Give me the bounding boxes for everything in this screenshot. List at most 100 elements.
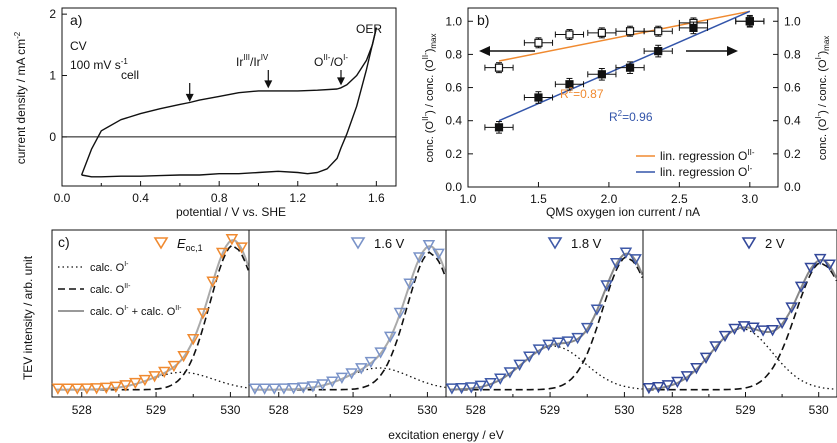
tev-data-point — [503, 367, 517, 379]
tev-data-point — [345, 368, 358, 380]
tev-data-point — [680, 371, 694, 383]
tev-data-point — [642, 382, 656, 395]
annotation-arrow-icon-2 — [336, 77, 345, 86]
panel-b-frame — [467, 7, 779, 188]
x-tick-label-c: 528 — [466, 403, 486, 417]
panel-a-xlabel: potential / V vs. SHE — [176, 205, 286, 219]
y-tick-label-b-right-1: 0.2 — [784, 147, 801, 161]
x-tick-label-c: 530 — [614, 403, 634, 417]
calc-sum-line — [646, 258, 837, 391]
panel-b-legend: lin. regression OII- lin. regression OI- — [636, 148, 755, 179]
cv-annotation: CV — [70, 39, 87, 53]
tev-data-point — [393, 307, 407, 320]
point-oi — [565, 80, 574, 89]
panel-b-ticks: 1.0 1.5 2.0 2.5 3.0 0.0 0.0 0.2 0.2 0.4 0.4 0.6 0.6 0… — [445, 14, 801, 206]
tev-data-point — [484, 377, 497, 390]
tev-data-point — [235, 242, 248, 254]
tev-data-point — [465, 382, 478, 394]
tev-data-point — [747, 322, 760, 334]
x-tick-label-b-4: 3.0 — [741, 192, 758, 206]
tev-data-point — [709, 341, 722, 353]
tev-data-point — [728, 323, 741, 336]
tev-data-point — [432, 248, 445, 260]
panel-b-label: b) — [477, 12, 489, 28]
subpanel-label-1: 1.6 V — [374, 236, 405, 251]
tev-data-point — [374, 347, 387, 359]
panel-c-subpanels: 528 529 530 Eoc,1 528 529 530 1.6 V 528 529 530 1.8… — [51, 229, 837, 417]
tev-data-point — [652, 382, 665, 394]
tev-data-point — [609, 258, 623, 270]
panel-a-frame — [61, 7, 397, 187]
y-tick-label-b-left-0: 0.0 — [445, 180, 462, 194]
panel-c-xlabel: excitation energy / eV — [388, 428, 503, 442]
tev-data-point — [542, 339, 555, 351]
tev-data-point — [177, 350, 190, 363]
tev-data-point — [90, 383, 103, 395]
tev-data-point — [364, 356, 378, 369]
tev-data-point — [794, 281, 808, 293]
tev-data-point — [718, 330, 732, 343]
subpanel-marker-icon — [350, 237, 366, 250]
tev-data-point — [167, 360, 181, 373]
x-tick-label-c: 528 — [662, 403, 682, 417]
tev-data-point — [100, 382, 113, 394]
y-tick-label-b-left-4: 0.8 — [445, 47, 462, 61]
x-tick-label-b-2: 2.0 — [601, 192, 618, 206]
tev-data-point — [455, 382, 468, 395]
tev-data-point — [766, 325, 779, 337]
tev-data-point — [355, 363, 368, 375]
right-axis-arrow-icon — [727, 46, 738, 56]
tev-data-point — [248, 383, 262, 395]
tev-data-point — [268, 383, 281, 395]
panel-a-ticks: 0.0 0.4 0.8 1.2 1.6 0 1 2 — [49, 7, 396, 205]
tev-data-point — [571, 332, 584, 345]
panel-b-ylabel-right: conc. (OI-) / conc. (OI-)max — [814, 36, 831, 161]
panel-c-label: c) — [58, 234, 70, 250]
y-tick-label-b-right-0: 0.0 — [784, 180, 801, 194]
panel-b-regressions — [498, 10, 751, 122]
calc-oi-dotted-line — [449, 345, 643, 391]
cell-annotation: cell — [121, 68, 139, 82]
panel-c-legend: calc. OI- calc. OII- calc. OI- + calc. O… — [58, 261, 182, 318]
tev-data-point — [513, 359, 526, 371]
tev-data-point — [186, 334, 200, 346]
x-tick-label-b-0: 1.0 — [460, 192, 477, 206]
x-tick-label-a-0: 0.0 — [54, 191, 71, 205]
tev-data-point — [590, 304, 604, 316]
y-tick-label-b-left-3: 0.6 — [445, 81, 462, 95]
tev-data-point — [258, 383, 271, 395]
point-oii — [494, 63, 504, 72]
panel-a-label: a) — [70, 12, 82, 28]
y-tick-label-b-left-1: 0.2 — [445, 147, 462, 161]
subpanel-frame-3 — [642, 229, 837, 398]
tev-data-point — [383, 331, 397, 343]
tev-data-point — [494, 373, 507, 385]
tev-data-point — [403, 278, 416, 290]
tev-data-point — [813, 253, 827, 266]
tev-data-point — [326, 376, 339, 388]
tev-data-point — [823, 259, 836, 271]
y-tick-label-b-left-5: 1.0 — [445, 14, 462, 28]
y-tick-label-b-right-4: 0.8 — [784, 47, 801, 61]
cv-series-0 — [80, 27, 378, 176]
legend-orange-label: lin. regression OII- — [660, 148, 755, 163]
y-tick-label-b-right-2: 0.4 — [784, 114, 801, 128]
panel-a-arrows — [185, 70, 345, 102]
tev-data-point — [109, 381, 123, 393]
tev-data-point — [138, 374, 152, 387]
x-tick-label-c: 529 — [343, 403, 363, 417]
tev-data-point — [61, 383, 74, 395]
tev-data-point — [316, 379, 329, 391]
panel-b: 1.0 1.5 2.0 2.5 3.0 0.0 0.0 0.2 0.2 0.4 0.4 0.6 0.6 0… — [421, 7, 831, 219]
tev-data-point — [785, 302, 798, 314]
point-oi — [654, 46, 663, 56]
spectrum-subpanel-2: 528 529 530 1.8 V — [445, 229, 644, 417]
tev-data-point — [335, 372, 349, 384]
point-oi — [597, 70, 606, 79]
x-tick-label-b-3: 2.5 — [671, 192, 688, 206]
calc-oii-dashed-line — [449, 255, 644, 391]
x-tick-label-c: 529 — [146, 403, 166, 417]
tev-data-point — [756, 325, 770, 337]
panel-b-ylabel-left: conc. (OII-) / conc. (OII-)max — [421, 34, 438, 163]
